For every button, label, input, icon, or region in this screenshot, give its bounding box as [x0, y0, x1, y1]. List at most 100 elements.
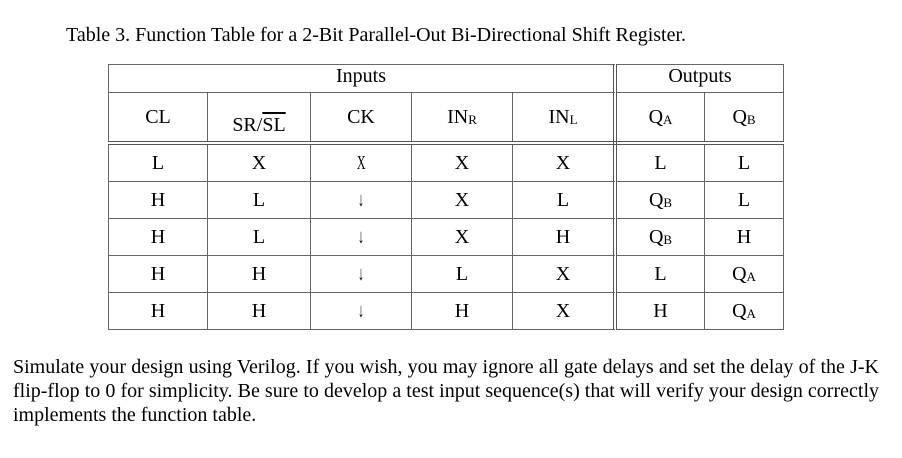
- header-sr: SR/: [232, 114, 263, 136]
- cell-inl-value: X: [555, 299, 571, 322]
- cell-srsl-value: H: [251, 299, 267, 322]
- cell-ck-value: X: [356, 151, 366, 174]
- down-arrow-icon: ↓: [358, 299, 364, 322]
- cell-qa: L: [614, 142, 705, 182]
- header-sl-overbar: SL: [262, 114, 286, 136]
- cell-qb: H: [704, 218, 784, 256]
- header-qa-sub: A: [663, 111, 673, 127]
- table-row: H L ↓ X H QB H: [108, 218, 784, 256]
- table-row: H H ↓ H X H QA: [108, 292, 784, 330]
- cell-qb-value: L: [737, 188, 751, 211]
- cell-inr: X: [411, 142, 513, 182]
- cell-ck: ↓: [310, 218, 412, 256]
- cell-qb-sub: A: [746, 268, 756, 284]
- down-arrow-icon: ↓: [358, 262, 364, 285]
- function-table: Inputs Outputs CL SR/SL CK INR INL QA QB…: [108, 64, 784, 330]
- cell-ck: ↓: [310, 255, 412, 293]
- cell-inl: X: [512, 292, 617, 330]
- instructions-paragraph: Simulate your design using Verilog. If y…: [13, 356, 879, 426]
- cell-cl-value: H: [150, 225, 166, 248]
- cell-qa-value: L: [654, 151, 667, 174]
- cell-qa: QB: [614, 181, 705, 219]
- cell-inr-value: X: [454, 225, 470, 248]
- header-inr: INR: [411, 92, 513, 145]
- cell-inl-value: L: [556, 188, 570, 211]
- cell-cl: H: [108, 292, 208, 330]
- cell-inr-value: L: [455, 262, 469, 285]
- header-sr-sl: SR/SL: [207, 92, 311, 145]
- header-qb-sub: B: [746, 111, 756, 127]
- header-inl-sub: L: [569, 111, 578, 127]
- cell-qa-value: Q: [648, 188, 664, 211]
- down-arrow-icon: ↓: [358, 188, 364, 211]
- cell-inr-value: X: [454, 151, 470, 174]
- header-qa-text: Q: [648, 105, 664, 128]
- cell-qb-value: L: [737, 151, 751, 174]
- header-qa: QA: [614, 92, 705, 145]
- cell-srsl-value: X: [251, 151, 267, 174]
- cell-ck: X: [310, 142, 412, 182]
- cell-qb: QA: [704, 292, 784, 330]
- cell-srsl-value: L: [252, 225, 266, 248]
- cell-qa-value: H: [653, 299, 668, 322]
- cell-qa-value: L: [654, 262, 667, 285]
- table-caption: Table 3. Function Table for a 2-Bit Para…: [66, 24, 687, 46]
- cell-inr: X: [411, 181, 513, 219]
- cell-qa-sub: B: [663, 194, 673, 210]
- cell-cl-value: L: [151, 151, 165, 174]
- cell-cl: L: [108, 142, 208, 182]
- cell-qa: L: [614, 255, 705, 293]
- cell-inr: L: [411, 255, 513, 293]
- header-qb: QB: [704, 92, 784, 145]
- cell-inr: X: [411, 218, 513, 256]
- cell-srsl-value: H: [251, 262, 267, 285]
- cell-sr-sl: L: [207, 218, 311, 256]
- header-cl: CL: [108, 92, 208, 145]
- header-inr-sub: R: [468, 111, 477, 127]
- cell-inl: H: [512, 218, 617, 256]
- cell-qb-value: H: [736, 225, 752, 248]
- header-inl-text: IN: [548, 105, 570, 128]
- cell-inl-value: H: [555, 225, 571, 248]
- cell-qb-value: Q: [732, 299, 747, 322]
- cell-inl: X: [512, 255, 617, 293]
- cell-cl: H: [108, 218, 208, 256]
- cell-ck: ↓: [310, 292, 412, 330]
- cell-cl: H: [108, 181, 208, 219]
- cell-inl: L: [512, 181, 617, 219]
- cell-qa-sub: B: [663, 231, 673, 247]
- header-qb-text: Q: [732, 105, 747, 128]
- cell-inl-value: X: [555, 151, 571, 174]
- cell-sr-sl: X: [207, 142, 311, 182]
- cell-sr-sl: H: [207, 292, 311, 330]
- table-row: H L ↓ X L QB L: [108, 181, 784, 219]
- group-header-row: Inputs Outputs: [108, 64, 784, 93]
- header-inl: INL: [512, 92, 617, 145]
- cell-cl-value: H: [150, 262, 166, 285]
- cell-qb: L: [704, 181, 784, 219]
- header-ck: CK: [310, 92, 412, 145]
- cell-inr-value: X: [454, 188, 470, 211]
- cell-qb-value: Q: [732, 262, 747, 285]
- cell-cl-value: H: [150, 188, 166, 211]
- down-arrow-icon: ↓: [358, 225, 364, 248]
- table-row: H H ↓ L X L QA: [108, 255, 784, 293]
- column-header-row: CL SR/SL CK INR INL QA QB: [108, 92, 784, 145]
- cell-qb-sub: A: [746, 305, 756, 321]
- cell-qb: L: [704, 142, 784, 182]
- cell-qa: H: [614, 292, 705, 330]
- inputs-group-header: Inputs: [108, 64, 617, 93]
- cell-cl-value: H: [150, 299, 166, 322]
- cell-qb: QA: [704, 255, 784, 293]
- outputs-group-header: Outputs: [614, 64, 784, 93]
- cell-inr: H: [411, 292, 513, 330]
- cell-inl-value: X: [555, 262, 571, 285]
- header-inr-text: IN: [447, 105, 469, 128]
- cell-inl: X: [512, 142, 617, 182]
- cell-sr-sl: H: [207, 255, 311, 293]
- cell-qa: QB: [614, 218, 705, 256]
- cell-cl: H: [108, 255, 208, 293]
- cell-inr-value: H: [454, 299, 470, 322]
- cell-srsl-value: L: [252, 188, 266, 211]
